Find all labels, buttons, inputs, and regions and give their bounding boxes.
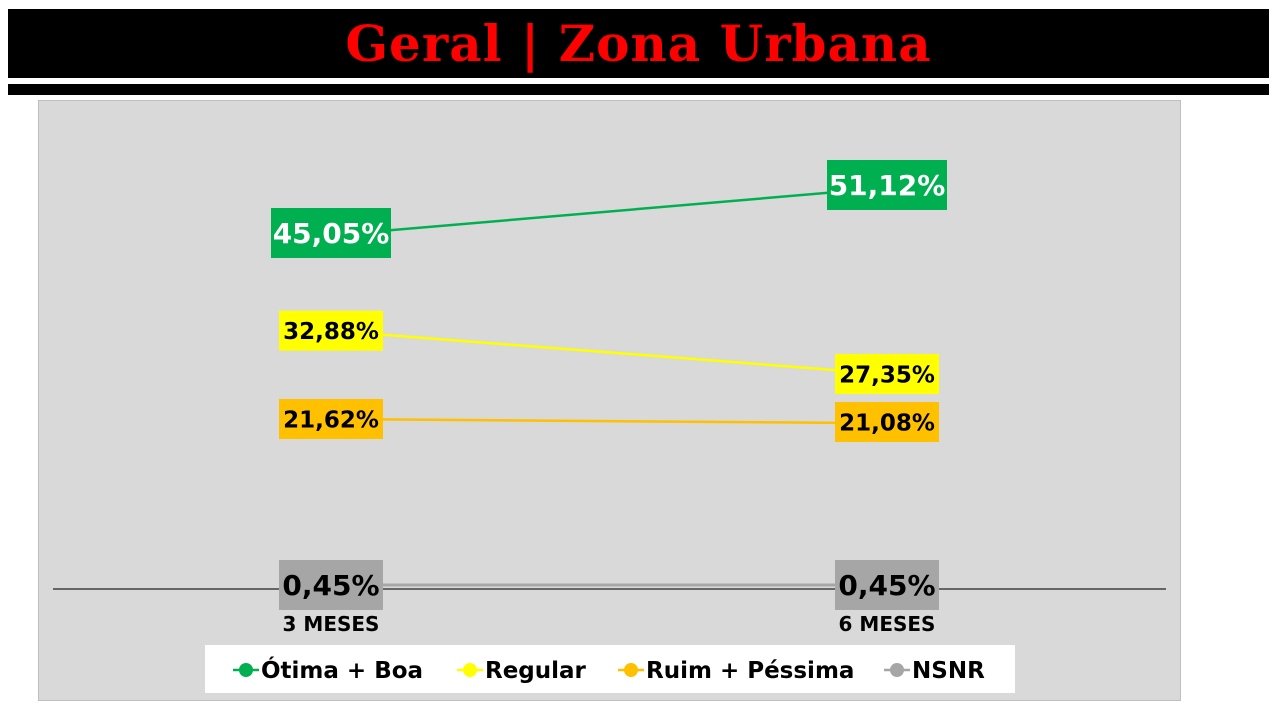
legend — [205, 645, 1015, 693]
data-label-box — [279, 310, 383, 351]
series-line — [330, 329, 888, 376]
data-label: 0,45% — [282, 569, 379, 602]
legend-label: Regular — [485, 658, 587, 684]
legend-item: Ótima + Boa — [233, 656, 423, 684]
legend-label: NSNR — [912, 658, 985, 684]
legend-marker-icon — [463, 663, 477, 677]
data-label-box — [835, 354, 939, 394]
series-line — [330, 417, 888, 425]
legend-marker-icon — [624, 663, 638, 677]
divider-bar — [8, 84, 1269, 95]
title-banner: Geral | Zona Urbana — [8, 9, 1269, 78]
x-tick-label: 3 MESES — [283, 612, 380, 636]
data-label-box — [835, 402, 939, 442]
series-2: 21,62% 21,08% — [279, 398, 939, 442]
data-label: 45,05% — [273, 217, 390, 250]
data-label-box — [271, 208, 391, 258]
data-label-box — [279, 398, 383, 439]
data-label-box — [835, 559, 939, 610]
legend-item: NSNR — [884, 658, 985, 684]
legend-marker-icon — [239, 663, 253, 677]
data-label: 21,62% — [283, 407, 379, 433]
page-title: Geral | Zona Urbana — [345, 14, 932, 73]
x-tick-label: 6 MESES — [839, 612, 936, 636]
data-label: 21,08% — [839, 410, 935, 436]
data-label: 27,35% — [839, 362, 935, 388]
series-3: 0,45% 0,45% — [279, 559, 939, 610]
series-0: 45,05% 51,12% — [271, 160, 947, 258]
series-1: 32,88% 27,35% — [279, 310, 939, 394]
legend-item: Regular — [457, 658, 587, 684]
legend-marker-icon — [890, 663, 904, 677]
legend-item: Ruim + Péssima — [618, 658, 854, 684]
plot-area — [38, 100, 1181, 701]
series-line — [330, 186, 888, 237]
data-label-box — [279, 559, 383, 610]
legend-label: Ruim + Péssima — [646, 658, 854, 684]
data-label: 51,12% — [829, 169, 946, 202]
data-label-box — [827, 160, 947, 210]
legend-label: Ótima + Boa — [261, 656, 423, 684]
data-label: 32,88% — [283, 319, 379, 345]
data-label: 0,45% — [838, 569, 935, 602]
